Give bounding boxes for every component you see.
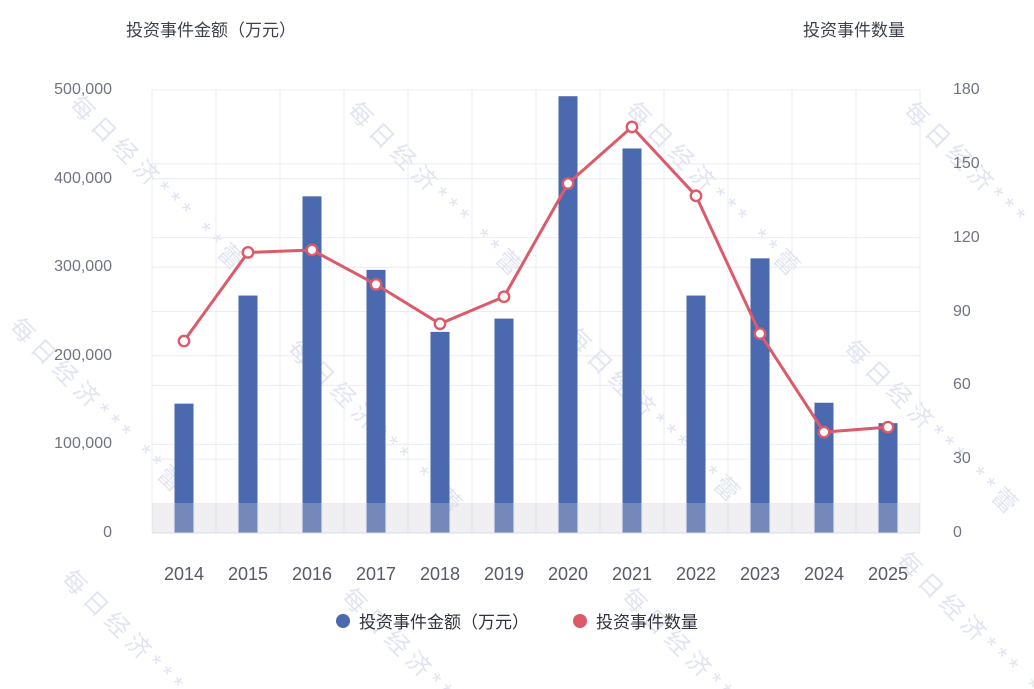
marker-2017[interactable] [369, 278, 383, 291]
count-line [182, 125, 890, 434]
bar-2020[interactable] [558, 96, 578, 534]
legend-item-amount[interactable]: 投资事件金额（万元） [336, 608, 529, 633]
marker-2019[interactable] [497, 290, 511, 304]
bar-series [174, 96, 898, 534]
chart-legend: 投资事件金额（万元） 投资事件数量 [0, 608, 1034, 633]
marker-2020[interactable] [561, 177, 575, 190]
datazoom-band[interactable] [152, 503, 920, 533]
bar-2015[interactable] [238, 295, 258, 533]
bar-2022[interactable] [686, 295, 706, 533]
bar-2016[interactable] [302, 196, 322, 533]
marker-2021[interactable] [625, 120, 639, 134]
legend-item-count[interactable]: 投资事件数量 [573, 608, 698, 633]
line-markers [177, 120, 895, 439]
legend-label-amount: 投资事件金额（万元） [359, 613, 529, 632]
marker-2016[interactable] [305, 243, 319, 257]
bar-2017[interactable] [366, 269, 386, 533]
bar-2025[interactable] [878, 423, 898, 533]
marker-2015[interactable] [241, 246, 255, 259]
bar-2019[interactable] [494, 318, 514, 533]
legend-label-count: 投资事件数量 [596, 613, 698, 632]
marker-2023[interactable] [753, 327, 767, 341]
bar-2021[interactable] [622, 148, 642, 533]
legend-dot-amount-icon [336, 613, 350, 628]
bar-2023[interactable] [750, 258, 770, 533]
bar-2018[interactable] [430, 331, 450, 533]
bar-2014[interactable] [174, 403, 194, 533]
legend-dot-count-icon [573, 613, 587, 628]
marker-2018[interactable] [433, 317, 447, 331]
marker-2022[interactable] [689, 189, 703, 203]
marker-2014[interactable] [177, 334, 191, 348]
marker-2024[interactable] [817, 425, 831, 439]
gridlines [151, 89, 921, 534]
marker-2025[interactable] [881, 420, 895, 434]
